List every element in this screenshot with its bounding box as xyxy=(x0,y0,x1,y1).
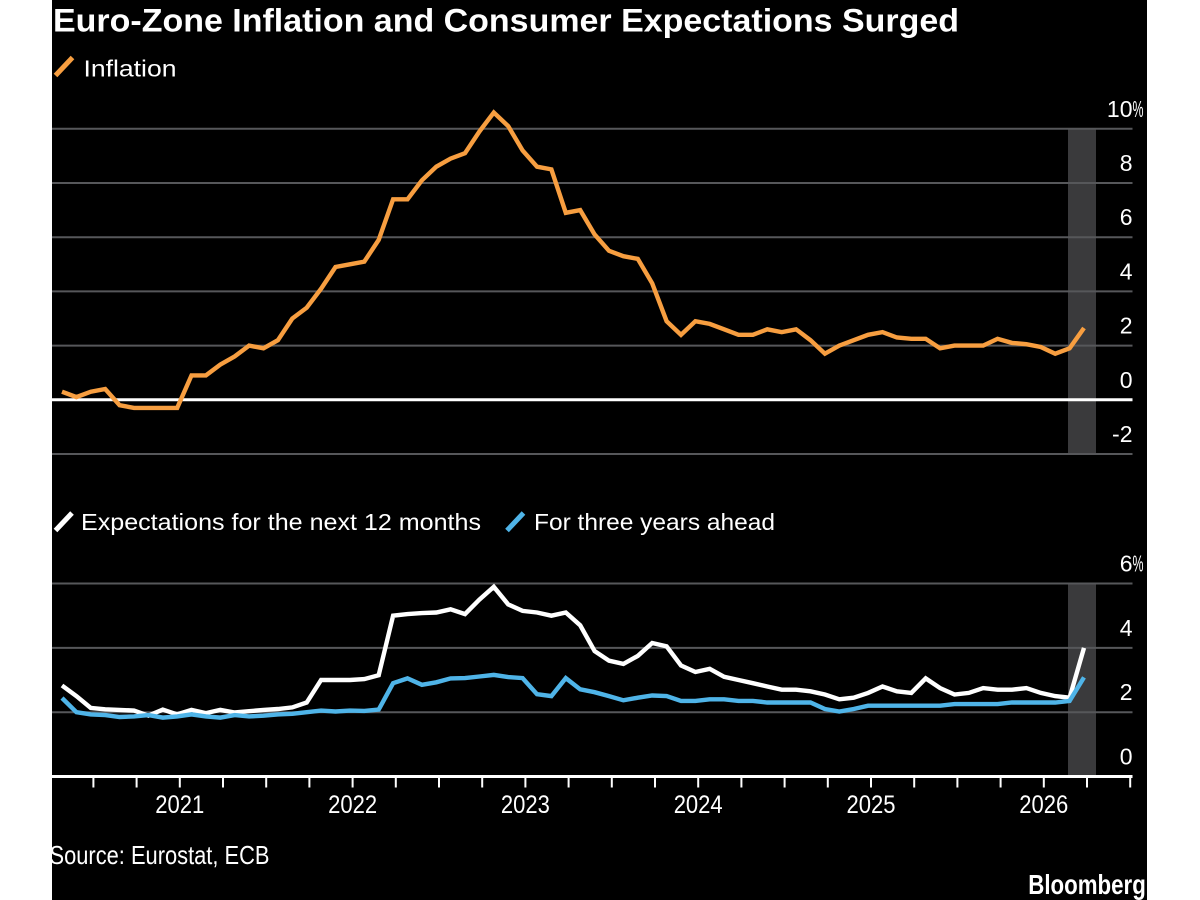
svg-text:Expectations for the next 12 m: Expectations for the next 12 months xyxy=(81,509,481,535)
svg-text:For three years ahead: For three years ahead xyxy=(534,509,775,535)
svg-text:6: 6 xyxy=(1120,551,1133,577)
svg-text:2: 2 xyxy=(1120,313,1133,339)
svg-text:-2: -2 xyxy=(1112,421,1132,447)
svg-text:%: % xyxy=(1133,551,1144,577)
svg-text:Bloomberg: Bloomberg xyxy=(1028,869,1146,900)
svg-text:Source: Eurostat, ECB: Source: Eurostat, ECB xyxy=(50,840,270,870)
svg-text:2024: 2024 xyxy=(674,791,723,819)
svg-text:2026: 2026 xyxy=(1019,791,1068,819)
svg-text:4: 4 xyxy=(1120,258,1133,284)
svg-text:2022: 2022 xyxy=(328,791,377,819)
svg-text:Euro-Zone Inflation and Consum: Euro-Zone Inflation and Consumer Expecta… xyxy=(53,3,959,39)
svg-text:Inflation: Inflation xyxy=(84,56,177,82)
svg-text:10: 10 xyxy=(1107,96,1133,122)
svg-text:4: 4 xyxy=(1120,615,1133,641)
svg-text:8: 8 xyxy=(1120,150,1133,176)
svg-text:2025: 2025 xyxy=(847,791,896,819)
svg-text:2021: 2021 xyxy=(155,791,204,819)
svg-text:0: 0 xyxy=(1120,367,1133,393)
svg-text:2023: 2023 xyxy=(501,791,550,819)
svg-text:2: 2 xyxy=(1120,679,1133,705)
svg-text:6: 6 xyxy=(1120,204,1133,230)
svg-text:%: % xyxy=(1133,96,1144,122)
svg-text:0: 0 xyxy=(1120,744,1133,770)
